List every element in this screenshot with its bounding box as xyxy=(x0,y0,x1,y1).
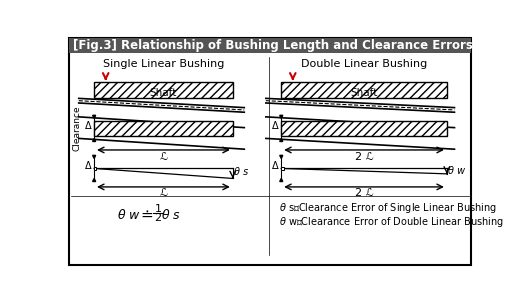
Text: $\theta$ w：Clearance Error of Double Linear Bushing: $\theta$ w：Clearance Error of Double Lin… xyxy=(279,215,504,229)
Polygon shape xyxy=(93,115,96,118)
Text: Shaft: Shaft xyxy=(150,88,177,98)
Text: Double Linear Bushing: Double Linear Bushing xyxy=(301,59,427,70)
Text: Δ: Δ xyxy=(272,161,278,171)
Text: 2 ℒ: 2 ℒ xyxy=(355,188,373,199)
Text: $\theta$ w: $\theta$ w xyxy=(117,208,141,222)
Text: 2: 2 xyxy=(154,214,162,224)
Text: $\theta$ s: $\theta$ s xyxy=(161,208,181,222)
Text: 2 ℒ: 2 ℒ xyxy=(355,152,373,161)
Polygon shape xyxy=(93,155,96,158)
Text: Δ: Δ xyxy=(85,161,91,171)
Bar xyxy=(281,82,447,98)
Text: 1: 1 xyxy=(154,204,162,214)
Text: ℒ: ℒ xyxy=(160,188,168,199)
Polygon shape xyxy=(280,138,283,142)
Bar xyxy=(281,121,447,136)
Polygon shape xyxy=(280,155,283,158)
Text: Single Linear Bushing: Single Linear Bushing xyxy=(103,59,224,70)
Bar xyxy=(94,167,96,169)
Text: Δ: Δ xyxy=(85,121,91,131)
Bar xyxy=(94,82,233,98)
Text: Shaft: Shaft xyxy=(350,88,378,98)
Text: $\doteq$: $\doteq$ xyxy=(139,207,154,222)
Bar xyxy=(94,121,233,136)
Text: θ s: θ s xyxy=(235,167,249,176)
Text: Clearance: Clearance xyxy=(73,106,82,151)
Text: Δ: Δ xyxy=(272,121,278,131)
Text: θ w: θ w xyxy=(448,166,465,176)
Text: [Fig.3] Relationship of Bushing Length and Clearance Errors: [Fig.3] Relationship of Bushing Length a… xyxy=(73,39,473,52)
Bar xyxy=(281,167,284,169)
Bar xyxy=(69,38,472,53)
Polygon shape xyxy=(280,178,283,182)
Polygon shape xyxy=(280,115,283,118)
Text: $\theta$ s：Clearance Error of Single Linear Bushing: $\theta$ s：Clearance Error of Single Lin… xyxy=(279,202,496,215)
Polygon shape xyxy=(93,178,96,182)
Text: ℒ: ℒ xyxy=(160,152,168,161)
Polygon shape xyxy=(93,138,96,142)
